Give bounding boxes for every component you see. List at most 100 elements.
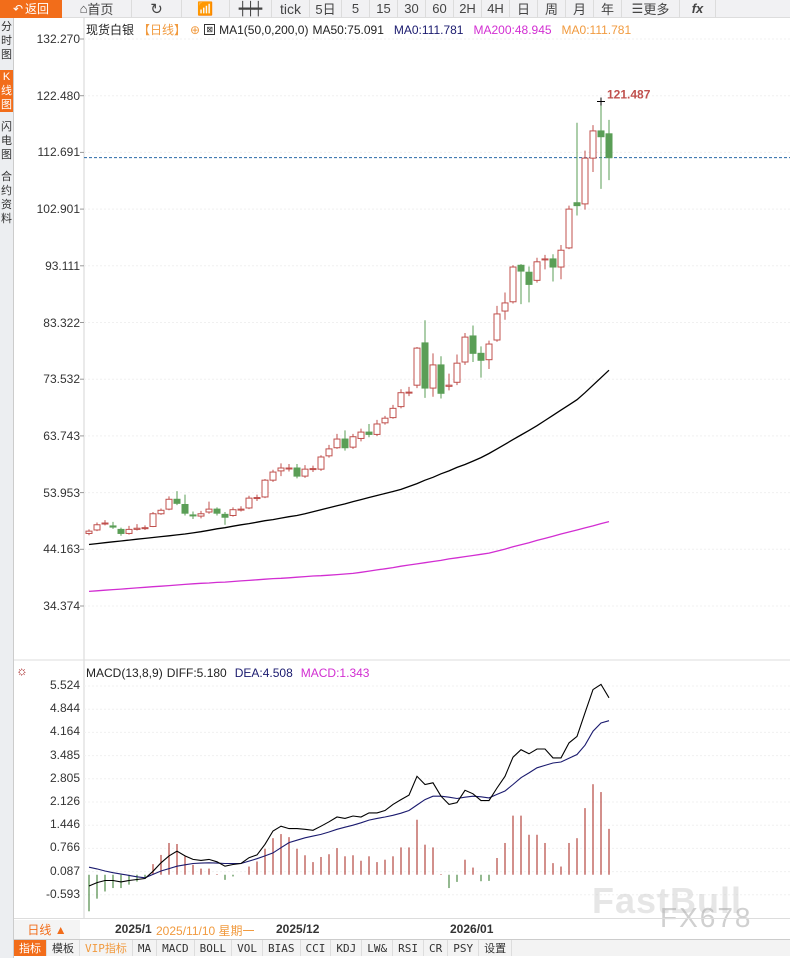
candle-body [477, 352, 485, 361]
tab-kline[interactable]: K线图 [0, 70, 13, 112]
period-month[interactable]: 月 [566, 0, 594, 18]
macd-tick-label: 3.485 [49, 747, 80, 762]
period-5min[interactable]: 5 [342, 0, 370, 18]
candle-body [197, 513, 205, 517]
candle-body [349, 436, 357, 448]
candle-body [357, 431, 365, 439]
cursor-date: 2025/11/10 星期一 [156, 924, 255, 938]
tab-vip-indicator[interactable]: VIP指标 [80, 940, 133, 956]
price-tick-label: 122.480 [36, 88, 80, 103]
candle-body [133, 527, 141, 530]
candle-body [413, 347, 421, 386]
period-4h[interactable]: 4H [482, 0, 510, 18]
back-button[interactable]: ↶ 返回 [0, 0, 62, 18]
tab-template[interactable]: 模板 [47, 940, 80, 956]
ma0-value: MA0:111.781 [393, 22, 464, 37]
bar-chart-icon: 📶 [197, 0, 214, 16]
period-week[interactable]: 周 [538, 0, 566, 18]
period-15min[interactable]: 15 [370, 0, 398, 18]
candle-body [229, 509, 237, 516]
candle-body [165, 498, 173, 510]
candle-body [365, 431, 373, 435]
candle-body [581, 157, 589, 205]
date-label: 2025/12 [276, 922, 320, 936]
period-tick[interactable]: tick [272, 0, 310, 18]
candle-body [517, 264, 525, 272]
tab-cci[interactable]: CCI [301, 940, 332, 956]
period-day[interactable]: 日 [510, 0, 538, 18]
tab-vol[interactable]: VOL [232, 940, 263, 956]
candle-body [541, 258, 549, 261]
candle-body [485, 343, 493, 361]
tab-kdj[interactable]: KDJ [331, 940, 363, 956]
candle-body [117, 528, 125, 534]
dea-value: DEA:4.508 [234, 666, 293, 680]
more-button[interactable]: ☰ 更多 [622, 0, 680, 18]
high-marker [597, 97, 605, 106]
candle-body [469, 335, 477, 354]
price-tick-label: 83.322 [43, 315, 80, 330]
tab-lwr[interactable]: LW& [362, 940, 394, 956]
watermark-logo: FastBull [592, 880, 743, 921]
candle-body [189, 514, 197, 517]
macd-tick-label: 1.446 [49, 817, 80, 832]
chart-header: 现货白银 【日线】 ⊕ ⊠ MA1(50,0,200,0) MA50:75.09… [86, 21, 631, 38]
tab-bias[interactable]: BIAS [263, 940, 301, 956]
price-tick-label: 44.163 [43, 542, 80, 557]
candle-body [181, 503, 189, 514]
price-tick-label: 34.374 [43, 599, 80, 613]
tab-psy[interactable]: PSY [448, 940, 480, 956]
indicator-icon[interactable]: ⊠ [204, 24, 216, 35]
home-button[interactable]: ⌂ 首页 [62, 0, 132, 18]
price-tick-label: 102.901 [36, 202, 80, 217]
macd-tick-label: 0.766 [49, 840, 80, 855]
tab-macd[interactable]: MACD [157, 940, 195, 956]
diff-line [88, 683, 610, 887]
period-label: 【日线】 [138, 23, 187, 37]
macd-header: MACD(13,8,9) DIFF:5.180 DEA:4.508 MACD:1… [86, 666, 369, 680]
candle-body [597, 130, 605, 138]
period-5day[interactable]: 5日 [310, 0, 342, 18]
indicator-chart-button[interactable]: 📶 [182, 0, 230, 18]
ma50-value: MA50:75.091 [312, 22, 384, 37]
tab-boll[interactable]: BOLL [195, 940, 233, 956]
add-icon[interactable]: ⊕ [190, 22, 201, 37]
candle-body [333, 438, 341, 449]
candle-chart-button[interactable]: ┿┿┿ [230, 0, 272, 18]
candle-body [277, 467, 285, 472]
price-tick-label: 63.743 [43, 428, 80, 443]
period-selector[interactable]: 日线 ▲ [14, 920, 80, 939]
tab-settings[interactable]: 设置 [479, 940, 513, 956]
settings-sun-icon[interactable]: ☼ [16, 663, 28, 678]
period-2h[interactable]: 2H [454, 0, 482, 18]
indicator-tabs: 指标 模板 VIP指标 MA MACD BOLL VOL BIAS CCI KD… [14, 939, 790, 956]
candle-body [461, 336, 469, 363]
period-year[interactable]: 年 [594, 0, 622, 18]
candle-body [437, 364, 445, 394]
tab-ma[interactable]: MA [133, 940, 158, 956]
date-label: 2025/1 [115, 922, 152, 936]
tab-rsi[interactable]: RSI [393, 940, 424, 956]
tab-timeshare[interactable]: 分时图 [1, 21, 12, 61]
candle-body [429, 364, 437, 389]
ma-params: MA1(50,0,200,0) [219, 22, 309, 37]
refresh-button[interactable]: ↻ [132, 0, 182, 18]
tab-flash-chart[interactable]: 闪电图 [1, 121, 12, 161]
candle-body [341, 438, 349, 449]
macd-tick-label: 4.844 [49, 701, 80, 716]
candle-body [237, 508, 245, 511]
tab-cr[interactable]: CR [424, 940, 449, 956]
candle-body [317, 456, 325, 470]
watermark-text: FX678 [660, 902, 753, 933]
formula-button[interactable]: fx [680, 0, 716, 18]
price-tick-label: 112.691 [37, 145, 81, 160]
candle-body [109, 525, 117, 528]
candle-body [213, 508, 221, 514]
period-30min[interactable]: 30 [398, 0, 426, 18]
macd-params: MACD(13,8,9) [86, 666, 163, 680]
tab-indicator[interactable]: 指标 [14, 940, 47, 956]
ma200-line [88, 520, 610, 593]
period-60min[interactable]: 60 [426, 0, 454, 18]
tab-contract-info[interactable]: 合约资料 [1, 171, 12, 225]
